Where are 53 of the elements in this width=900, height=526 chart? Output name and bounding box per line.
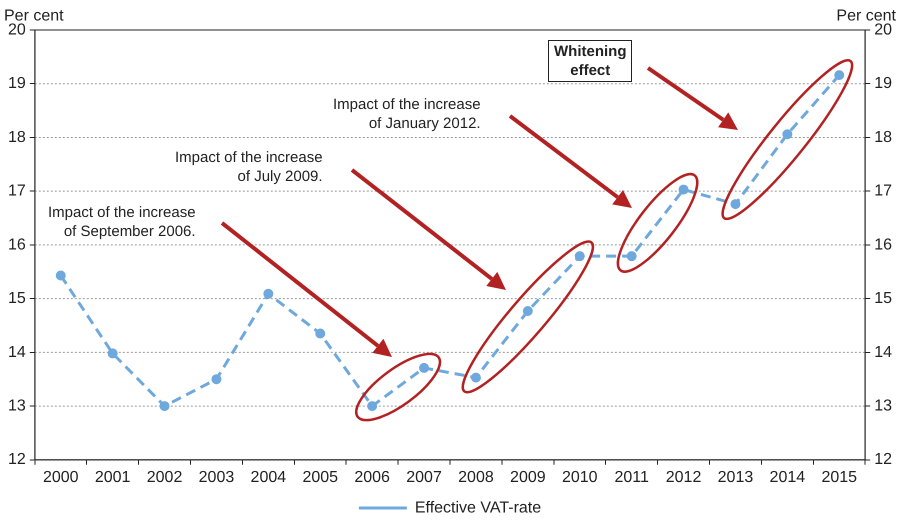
x-tick-label: 2003: [198, 468, 234, 486]
y2-tick-label: 16: [874, 236, 892, 254]
point: [678, 184, 689, 195]
point: [160, 401, 170, 412]
point: [315, 328, 326, 339]
x-tick-label: 2013: [718, 468, 754, 486]
y-tick-label: 17: [8, 182, 26, 200]
point: [211, 374, 222, 384]
point: [108, 348, 118, 358]
y-tick-label: 15: [8, 290, 26, 308]
y2-tick-label: 14: [874, 344, 892, 361]
y2-tick-label: 18: [874, 128, 892, 146]
annotation: Impact of the increase of January 2012.: [333, 95, 481, 133]
x-tick-label: 2001: [94, 468, 131, 486]
point: [626, 251, 637, 262]
y-tick-label: 12: [8, 451, 26, 468]
point: [574, 251, 585, 262]
point: [56, 270, 66, 281]
x-tick-label: 2010: [562, 468, 598, 486]
y-tick-label: 14: [8, 344, 26, 361]
y-tick-label: 16: [8, 236, 26, 254]
annotation: Whitening effect: [548, 40, 632, 82]
y2-tick-label: 13: [874, 397, 892, 414]
x-tick-label: 2006: [354, 468, 390, 486]
y-tick-label: 18: [8, 128, 26, 146]
point: [419, 362, 430, 373]
x-tick-label: 2009: [510, 468, 546, 486]
y2-tick-label: 15: [874, 290, 892, 308]
x-tick-label: 2014: [770, 468, 806, 486]
x-tick-label: 2008: [458, 468, 494, 486]
point: [782, 129, 792, 140]
x-tick-label: 2004: [250, 468, 286, 486]
x-tick-label: 2002: [146, 468, 182, 486]
x-tick-label: 2011: [614, 468, 649, 486]
y-tick-label: 19: [8, 75, 26, 92]
point: [522, 306, 533, 316]
annotation: Impact of the increase of September 2006.: [48, 203, 196, 241]
y2-tick-label: 19: [874, 75, 892, 92]
y-tick-label: 13: [8, 397, 26, 414]
x-tick-label: 2012: [666, 468, 702, 486]
point: [367, 401, 378, 412]
x-tick-label: 2005: [302, 468, 338, 486]
x-tick-label: 2000: [42, 468, 79, 486]
point: [263, 288, 274, 299]
legend-label: Effective VAT-rate: [414, 499, 542, 516]
y2-tick-label: 17: [874, 182, 892, 200]
point: [730, 199, 740, 210]
x-tick-label: 2007: [406, 468, 442, 486]
annotation: Impact of the increase of July 2009.: [175, 148, 323, 186]
point: [470, 372, 481, 383]
y2-tick-label: 12: [874, 451, 892, 468]
x-tick-label: 2015: [821, 468, 858, 486]
point: [834, 70, 844, 80]
